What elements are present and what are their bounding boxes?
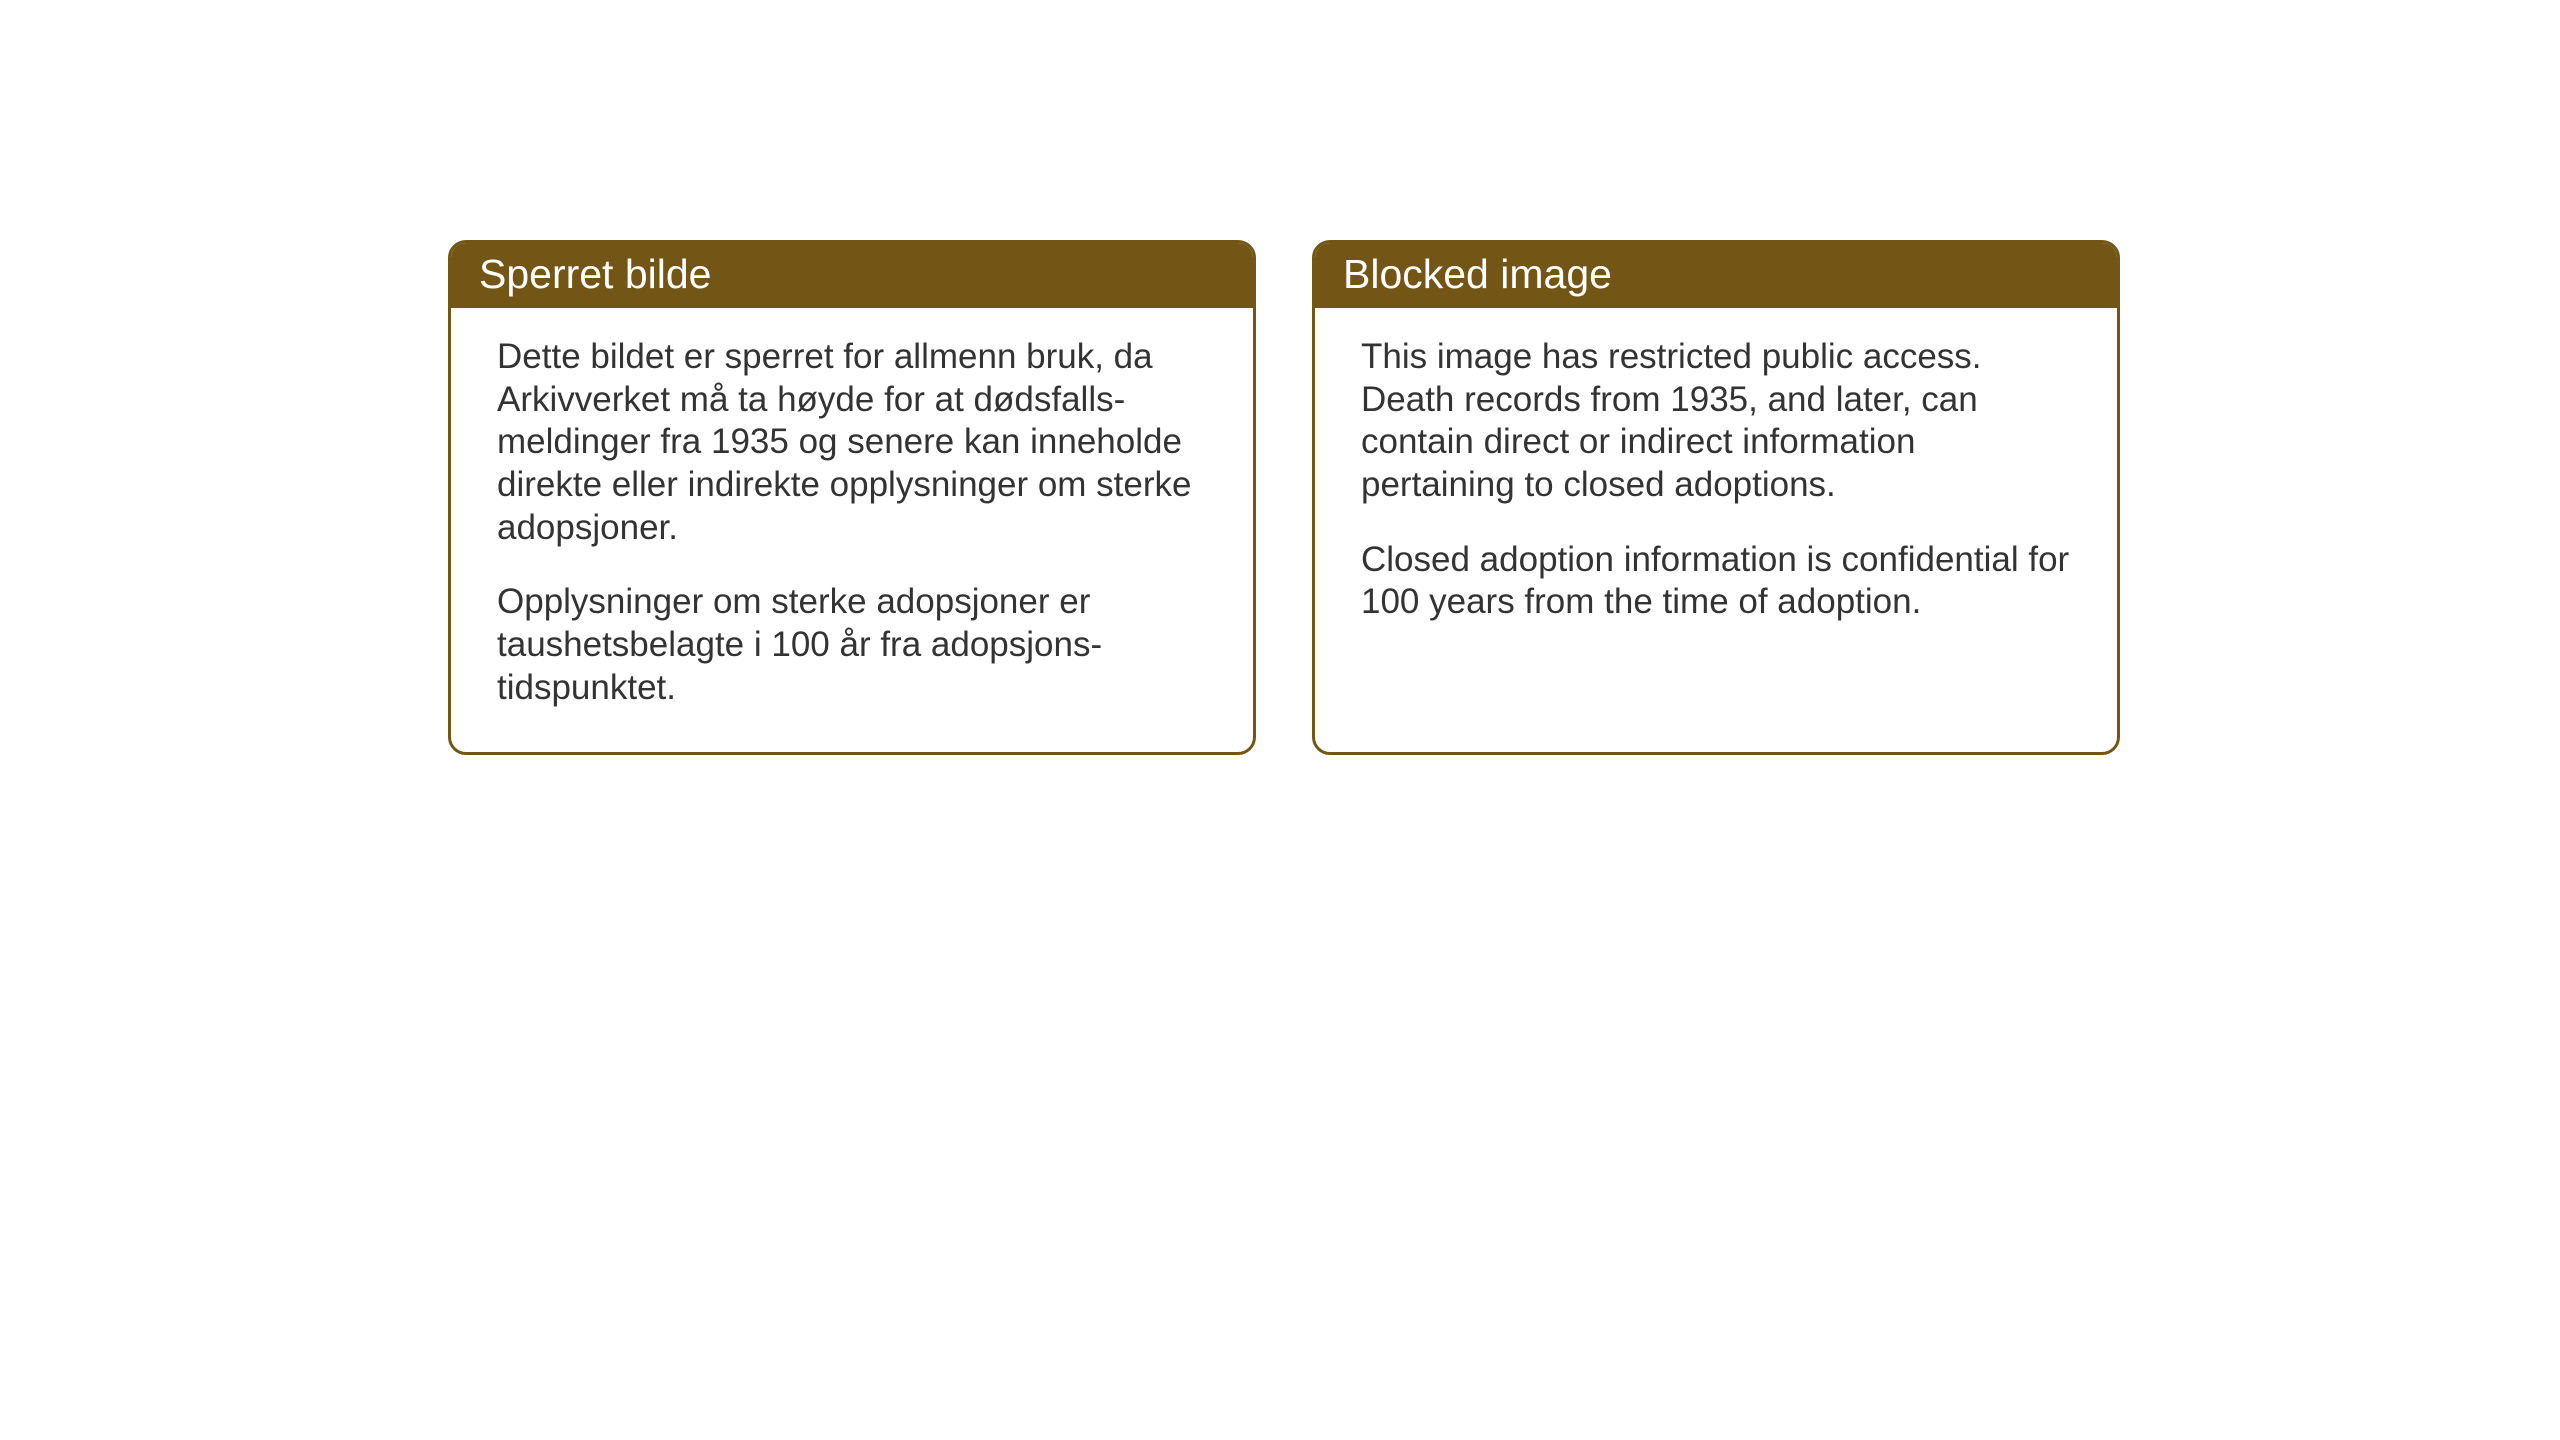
card-english-paragraph-1: This image has restricted public access.…	[1361, 336, 2071, 507]
card-norwegian: Sperret bilde Dette bildet er sperret fo…	[448, 240, 1256, 755]
cards-container: Sperret bilde Dette bildet er sperret fo…	[448, 240, 2120, 755]
card-norwegian-paragraph-2: Opplysninger om sterke adopsjoner er tau…	[497, 581, 1207, 709]
card-english-body: This image has restricted public access.…	[1315, 308, 2117, 666]
card-norwegian-paragraph-1: Dette bildet er sperret for allmenn bruk…	[497, 336, 1207, 549]
card-norwegian-header: Sperret bilde	[451, 243, 1253, 308]
card-english: Blocked image This image has restricted …	[1312, 240, 2120, 755]
card-norwegian-title: Sperret bilde	[479, 251, 711, 297]
card-norwegian-body: Dette bildet er sperret for allmenn bruk…	[451, 308, 1253, 752]
card-english-paragraph-2: Closed adoption information is confident…	[1361, 539, 2071, 624]
card-english-title: Blocked image	[1343, 251, 1612, 297]
card-english-header: Blocked image	[1315, 243, 2117, 308]
